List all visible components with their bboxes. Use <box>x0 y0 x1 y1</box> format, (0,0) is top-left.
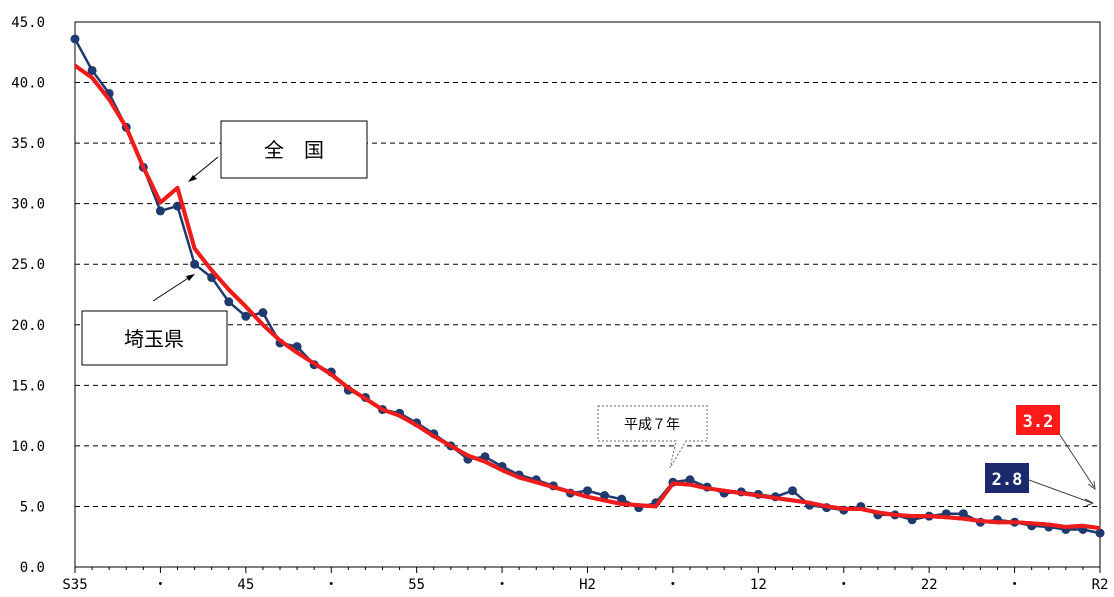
national-end-value-callout: 3.2 <box>1016 405 1096 491</box>
plot-frame <box>74 21 1101 568</box>
saitama-point <box>224 297 234 307</box>
x-tick-label: S35 <box>62 577 87 593</box>
saitama-point <box>190 259 200 269</box>
saitama-point <box>583 486 592 496</box>
x-tick-label: 45 <box>237 577 254 593</box>
saitama-point <box>70 34 80 44</box>
y-tick-label: 45.0 <box>11 15 45 31</box>
y-tick-label: 10.0 <box>11 439 45 455</box>
x-tick-label: H2 <box>579 577 596 593</box>
x-tick-label: ・ <box>837 577 851 593</box>
saitama-point <box>600 491 610 501</box>
y-tick-label: 30.0 <box>11 197 45 213</box>
x-tick-label: ・ <box>324 577 338 593</box>
y-tick-label: 35.0 <box>11 136 45 152</box>
saitama-point <box>258 308 268 318</box>
saitama-point <box>241 311 251 321</box>
x-tick-label: ・ <box>1008 577 1022 593</box>
saitama-point <box>958 509 968 519</box>
saitama-callout: 埼玉県 <box>81 274 228 366</box>
saitama-point <box>788 486 797 496</box>
saitama-point <box>1095 528 1105 538</box>
y-tick-label: 20.0 <box>11 318 45 334</box>
saitama-point <box>155 206 165 216</box>
x-tick-labels: S35 ・ 45 ・ 55 ・ H2 ・ 12 ・ 22 ・ R2 <box>62 577 1108 593</box>
national-end-value: 3.2 <box>1023 412 1054 432</box>
x-tick-label: ・ <box>666 577 680 593</box>
axes <box>74 21 1101 573</box>
series <box>70 34 1105 538</box>
heisei7-label: 平成７年 <box>624 417 680 433</box>
y-tick-label: 25.0 <box>11 257 45 273</box>
national-callout: 全 国 <box>188 120 368 182</box>
y-tick-label: 5.0 <box>20 499 45 515</box>
national-label: 全 国 <box>264 138 324 162</box>
saitama-point <box>617 494 627 504</box>
saitama-series-line <box>73 38 1101 535</box>
saitama-label: 埼玉県 <box>124 327 184 351</box>
x-tick-label: 22 <box>921 577 938 593</box>
y-tick-label: 40.0 <box>11 76 45 92</box>
x-tick-label: ・ <box>495 577 509 593</box>
x-tick-label: 12 <box>750 577 767 593</box>
saitama-end-value-callout: 2.8 <box>985 463 1095 507</box>
x-tick-label: ・ <box>153 577 167 593</box>
heisei7-callout: 平成７年 <box>597 405 708 469</box>
y-tick-label: 0.0 <box>20 560 45 576</box>
y-tick-label: 15.0 <box>11 378 45 394</box>
saitama-point <box>87 65 97 75</box>
national-series-line-top <box>73 63 1101 531</box>
y-tick-labels: 0.0 5.0 10.0 15.0 20.0 25.0 30.0 35.0 40.0 45.0 <box>11 15 45 576</box>
saitama-point <box>173 201 182 211</box>
x-tick-label: 55 <box>408 577 425 593</box>
x-tick-label: R2 <box>1092 577 1109 593</box>
saitama-point <box>685 475 695 485</box>
saitama-end-value: 2.8 <box>992 470 1023 490</box>
